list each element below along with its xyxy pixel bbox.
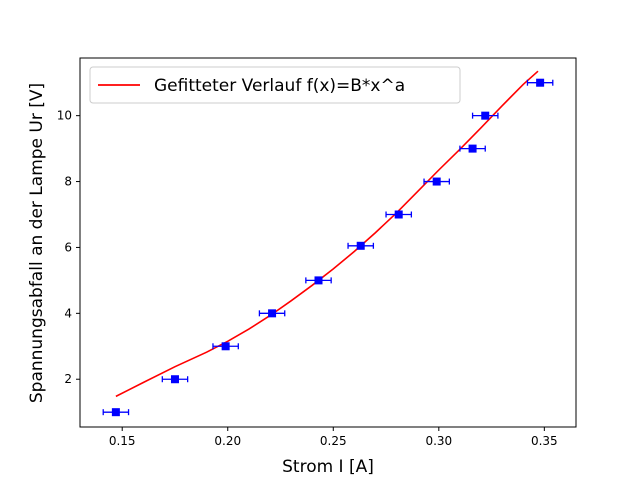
data-marker (356, 241, 365, 250)
data-point-5 (305, 276, 332, 285)
x-tick-label: 0.25 (320, 434, 347, 448)
y-tick-label: 10 (57, 109, 72, 123)
x-tick-label: 0.20 (214, 434, 241, 448)
fit-curve (115, 70, 539, 398)
data-marker (111, 408, 120, 417)
x-axis-ticks: 0.15 0.20 0.25 0.30 0.35 (109, 427, 558, 448)
data-marker (468, 144, 477, 153)
data-point-9 (459, 144, 486, 153)
plot-area (80, 58, 576, 427)
data-points-layer (102, 78, 554, 417)
data-marker (394, 210, 403, 219)
x-tick-label: 0.15 (109, 434, 136, 448)
data-point-4 (258, 309, 286, 318)
data-marker (268, 309, 277, 318)
y-tick-label: 8 (64, 175, 72, 189)
x-tick-label: 0.30 (425, 434, 452, 448)
y-tick-label: 4 (64, 306, 72, 320)
data-point-1 (102, 408, 130, 417)
plot-frame (79, 57, 577, 428)
data-point-10 (471, 111, 499, 120)
data-marker (314, 276, 323, 285)
y-tick-label: 6 (64, 240, 72, 254)
legend: Gefitteter Verlauf f(x)=B*x^a (89, 66, 461, 104)
data-marker (481, 111, 490, 120)
x-tick-label: 0.35 (531, 434, 558, 448)
data-point-3 (212, 342, 239, 351)
x-axis-title: Strom I [A] (282, 457, 374, 477)
data-point-7 (385, 210, 413, 219)
y-axis-title: Spannungsabfall an der Lampe Ur [V] (27, 83, 47, 403)
data-point-2 (161, 375, 189, 384)
data-marker (432, 177, 441, 186)
fit-curve-layer (115, 70, 539, 398)
legend-box (89, 66, 461, 104)
data-marker (170, 375, 179, 384)
data-marker (536, 78, 545, 87)
data-point-11 (526, 78, 554, 87)
y-tick-label: 2 (64, 372, 72, 386)
y-axis-ticks: 2 4 6 8 10 (57, 109, 80, 386)
data-marker (221, 342, 230, 351)
legend-label: Gefitteter Verlauf f(x)=B*x^a (154, 76, 405, 96)
data-point-6 (347, 241, 375, 250)
data-point-8 (423, 177, 451, 186)
